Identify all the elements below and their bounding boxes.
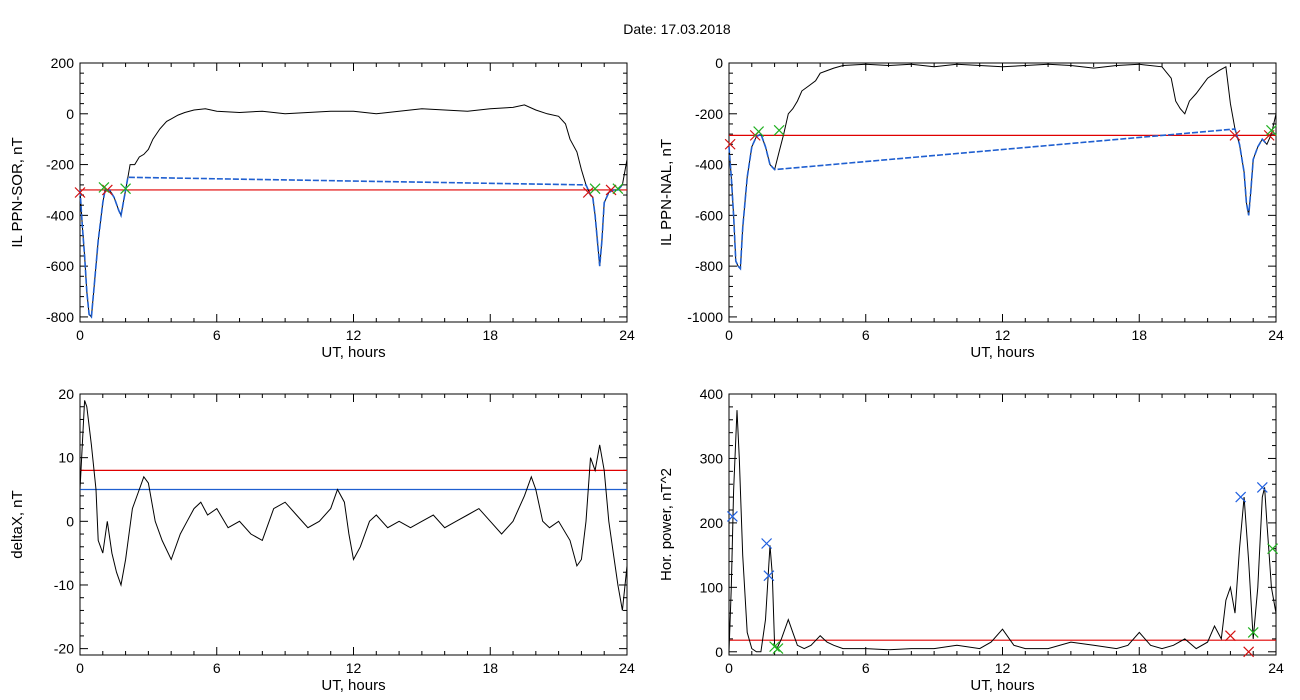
y-tick-label: -400 (695, 157, 723, 173)
x-tick-label: 0 (725, 660, 733, 676)
event-marker (98, 181, 110, 193)
x-tick-label: 6 (213, 327, 221, 343)
y-tick-label: -20 (54, 641, 74, 657)
y-tick-label: 20 (58, 386, 74, 402)
event-marker (761, 538, 773, 549)
x-tick-label: 18 (1131, 327, 1147, 343)
y-tick-label: -1000 (687, 309, 723, 325)
panel-hor-power: UT, hours Hor. power, nT^2 0 6 12 18 24 0 100 2… (658, 386, 1284, 694)
y-tick-label: -600 (695, 207, 723, 223)
event-marker (1224, 630, 1236, 642)
x-axis-label: UT, hours (970, 344, 1034, 361)
y-axis-label: deltaX, nT (9, 490, 26, 558)
x-tick-label: 0 (76, 660, 84, 676)
y-tick-label: 10 (58, 450, 74, 466)
event-marker (582, 187, 594, 198)
x-tick-label: 12 (995, 660, 1011, 676)
y-tick-label: 0 (66, 513, 74, 529)
y-tick-label: -800 (46, 309, 74, 325)
series-line-signal (79, 400, 628, 611)
event-marker (763, 570, 775, 582)
y-axis-label: Hor. power, nT^2 (658, 468, 675, 581)
y-axis-label: IL PPN-SOR, nT (9, 137, 26, 247)
event-marker (1256, 482, 1268, 493)
series-line-signal (728, 410, 1277, 653)
event-marker (1266, 124, 1277, 136)
x-tick-label: 6 (862, 660, 870, 676)
plot-frame (728, 393, 1277, 656)
y-tick-label: 200 (51, 55, 75, 71)
x-tick-label: 24 (1268, 660, 1284, 676)
event-marker (726, 511, 738, 522)
y-tick-label: 400 (700, 386, 724, 402)
event-marker (1243, 646, 1255, 658)
y-tick-label: 200 (700, 515, 724, 531)
y-tick-label: -400 (46, 207, 74, 223)
y-tick-label: 300 (700, 450, 724, 466)
plot-frame (79, 62, 628, 323)
x-tick-label: 24 (619, 327, 635, 343)
event-marker (74, 187, 86, 198)
x-tick-label: 24 (619, 660, 635, 676)
figure-title: Date: 17.03.2018 (623, 21, 731, 37)
panel-deltax: UT, hours deltaX, nT 0 6 12 18 24 -20 -10 0 10 20 (9, 386, 635, 694)
event-marker (753, 126, 765, 137)
x-tick-label: 12 (346, 327, 362, 343)
event-marker (612, 183, 624, 195)
plot-frame (79, 393, 628, 656)
event-marker (120, 183, 132, 195)
x-tick-label: 18 (482, 327, 498, 343)
event-marker (772, 643, 784, 654)
y-tick-label: 0 (66, 106, 74, 122)
x-tick-label: 12 (346, 660, 362, 676)
event-marker (1247, 627, 1259, 638)
y-tick-label: 0 (715, 55, 723, 71)
series-line-disturbed (728, 128, 1268, 271)
x-axis-label: UT, hours (970, 677, 1034, 694)
panel-ppn-nal: UT, hours IL PPN-NAL, nT 0 6 12 18 24 -1000 -8… (658, 55, 1284, 361)
series-line-disturbed (79, 176, 623, 319)
y-tick-label: 100 (700, 579, 724, 595)
x-tick-label: 0 (76, 327, 84, 343)
y-axis-label: IL PPN-NAL, nT (658, 139, 675, 246)
x-tick-label: 6 (862, 327, 870, 343)
y-tick-label: 0 (715, 644, 723, 660)
y-tick-label: -200 (46, 157, 74, 173)
x-tick-label: 0 (725, 327, 733, 343)
x-tick-label: 18 (1131, 660, 1147, 676)
event-marker (769, 641, 781, 653)
event-marker (1267, 543, 1279, 555)
series-line-signal (79, 104, 628, 319)
x-axis-label: UT, hours (321, 344, 385, 361)
event-marker (1235, 491, 1247, 503)
plot-frame (728, 62, 1277, 323)
y-tick-label: -800 (695, 258, 723, 274)
y-tick-label: -10 (54, 577, 74, 593)
event-marker (1229, 129, 1241, 141)
event-marker (773, 124, 785, 136)
y-tick-label: -600 (46, 258, 74, 274)
x-axis-label: UT, hours (321, 677, 385, 694)
y-tick-label: -200 (695, 106, 723, 122)
event-marker (724, 138, 736, 150)
x-tick-label: 24 (1268, 327, 1284, 343)
x-tick-label: 6 (213, 660, 221, 676)
event-marker (605, 184, 617, 196)
panel-ppn-sor: UT, hours IL PPN-SOR, nT 0 6 12 18 24 -800 -60… (9, 55, 635, 361)
x-tick-label: 12 (995, 327, 1011, 343)
event-marker (589, 183, 601, 195)
x-tick-label: 18 (482, 660, 498, 676)
